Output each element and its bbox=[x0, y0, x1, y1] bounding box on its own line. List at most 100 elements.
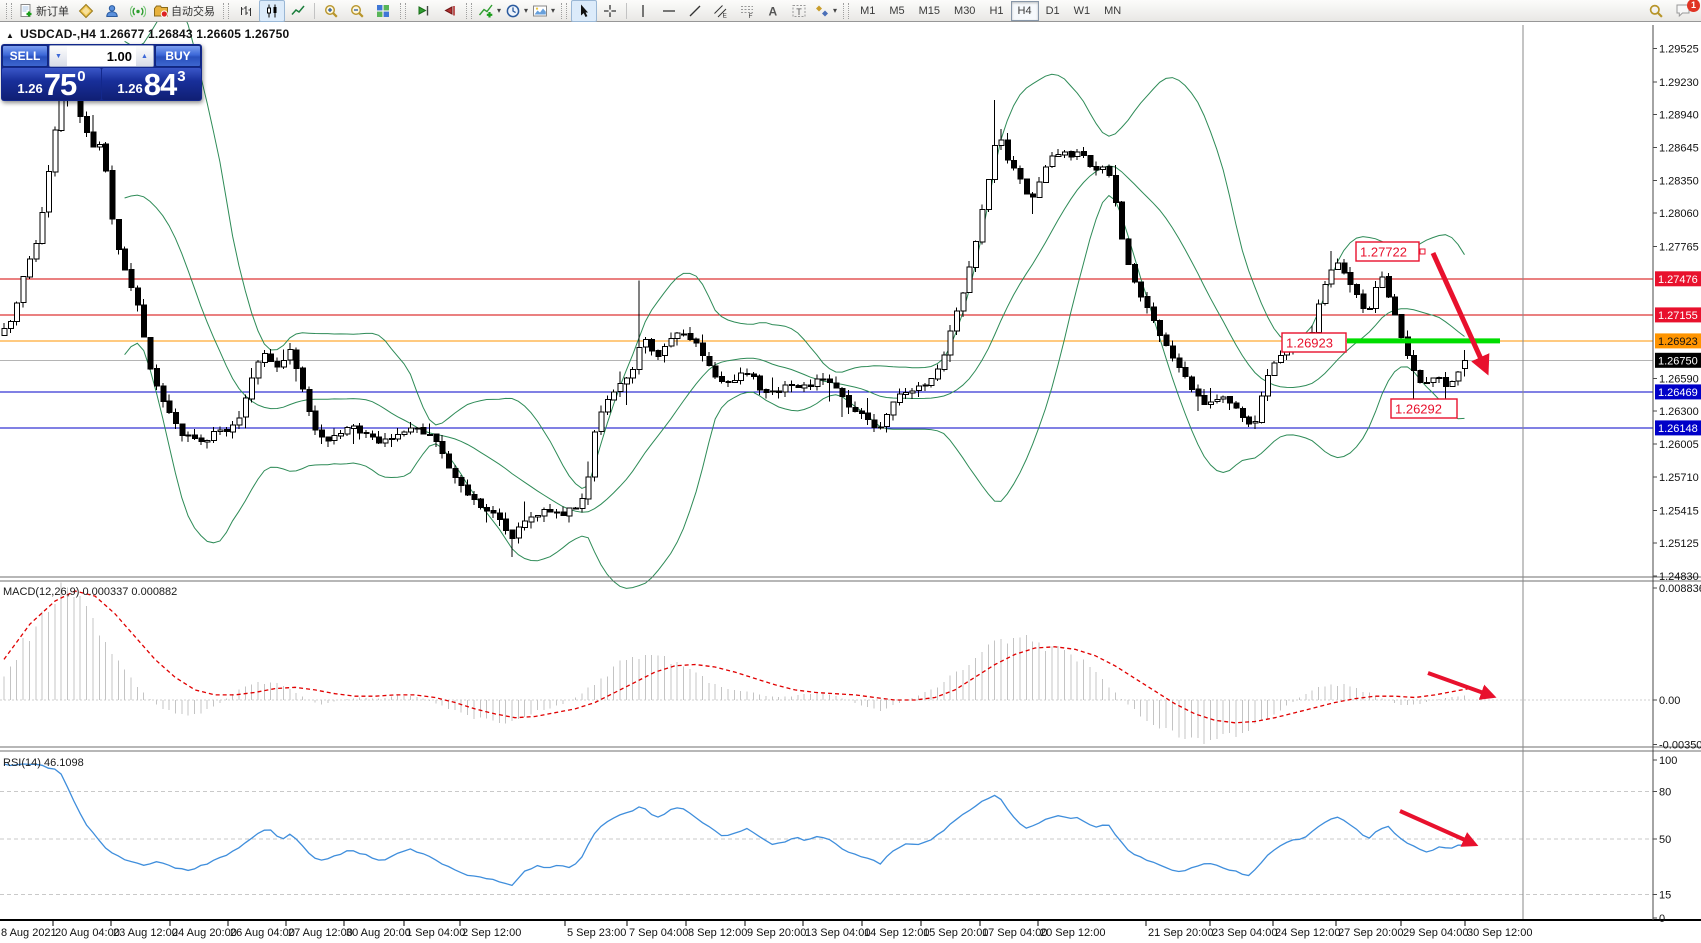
svg-text:T: T bbox=[796, 6, 802, 16]
autotrading-icon bbox=[153, 3, 169, 19]
line-chart-button[interactable] bbox=[285, 0, 311, 22]
templates-button[interactable]: ▾ bbox=[530, 0, 557, 22]
community-button[interactable] bbox=[99, 0, 125, 22]
level-price-badge: 1.27476 bbox=[1655, 271, 1701, 287]
toolbar-grip[interactable] bbox=[6, 2, 12, 19]
zoom-out-button[interactable] bbox=[344, 0, 370, 22]
text-label-button[interactable]: T bbox=[786, 0, 812, 22]
zoom-in-icon bbox=[323, 3, 339, 19]
price-annotation-label[interactable]: 1.26923 bbox=[1281, 332, 1347, 353]
zoom-in-button[interactable] bbox=[318, 0, 344, 22]
chart-ohlc-readout: ▲ USDCAD-,H4 1.26677 1.26843 1.26605 1.2… bbox=[6, 27, 289, 41]
tile-windows-button[interactable] bbox=[370, 0, 396, 22]
svg-text:29 Sep 04:00: 29 Sep 04:00 bbox=[1403, 927, 1468, 939]
svg-text:1.26469: 1.26469 bbox=[1658, 387, 1698, 399]
sell-button[interactable]: SELL bbox=[2, 45, 48, 67]
signals-button[interactable] bbox=[125, 0, 151, 22]
cursor-button[interactable] bbox=[571, 0, 598, 22]
svg-text:8 Aug 2021: 8 Aug 2021 bbox=[1, 927, 57, 939]
horizontal-line-button[interactable] bbox=[656, 0, 682, 22]
metaeditor-button[interactable] bbox=[73, 0, 99, 22]
svg-text:1.26923: 1.26923 bbox=[1658, 336, 1698, 348]
price-annotation-label[interactable]: 1.26292 bbox=[1390, 398, 1458, 419]
toolbar-grip[interactable] bbox=[466, 2, 472, 19]
notifications-button[interactable]: 1 bbox=[1675, 0, 1700, 20]
periods-button[interactable]: ▾ bbox=[503, 0, 530, 22]
toolbar-grip[interactable] bbox=[843, 2, 850, 19]
bar-chart-button[interactable] bbox=[233, 0, 259, 22]
price-axis[interactable]: 1.29525 1.29230 1.28940 1.28645 1.28350 1.280… bbox=[1653, 44, 1701, 925]
trend-arrow-rsi[interactable] bbox=[1399, 809, 1479, 847]
timeframe-button-h1[interactable]: H1 bbox=[989, 4, 1004, 17]
svg-text:1.27155: 1.27155 bbox=[1658, 310, 1698, 322]
crosshair-button[interactable] bbox=[597, 0, 623, 22]
toolbar-grip[interactable] bbox=[223, 2, 229, 19]
current-price-badge: 1.26750 bbox=[1655, 352, 1701, 368]
toolbar-separator bbox=[314, 2, 315, 19]
search-button[interactable] bbox=[1643, 0, 1669, 22]
signals-icon bbox=[130, 3, 146, 19]
zoom-out-icon bbox=[349, 3, 365, 19]
svg-text:30 Sep 12:00: 30 Sep 12:00 bbox=[1467, 927, 1532, 939]
timeframe-button-h4[interactable]: H4 bbox=[1010, 0, 1039, 21]
price-annotation-label[interactable]: 1.27722 bbox=[1355, 241, 1426, 262]
level-price-badge: 1.26148 bbox=[1655, 420, 1701, 436]
timeframe-button-m15[interactable]: M15 bbox=[918, 4, 941, 17]
svg-text:1.26590: 1.26590 bbox=[1659, 373, 1699, 385]
timeframe-button-mn[interactable]: MN bbox=[1104, 4, 1122, 17]
candlestick-button[interactable] bbox=[259, 0, 285, 22]
svg-text:1.29230: 1.29230 bbox=[1659, 77, 1699, 89]
svg-text:27 Aug 12:00: 27 Aug 12:00 bbox=[288, 927, 353, 939]
svg-text:A: A bbox=[769, 4, 778, 18]
template-icon bbox=[532, 3, 548, 19]
svg-text:8 Sep 12:00: 8 Sep 12:00 bbox=[688, 927, 747, 939]
timeframe-button-w1[interactable]: W1 bbox=[1073, 4, 1091, 17]
trend-arrow-macd[interactable] bbox=[1427, 671, 1497, 700]
svg-text:13 Sep 04:00: 13 Sep 04:00 bbox=[805, 927, 870, 939]
macd-pane: MACD(12,26,9) 0.000337 0.000882 bbox=[0, 582, 1653, 744]
toolbar-grip[interactable] bbox=[400, 2, 406, 19]
svg-text:1.28645: 1.28645 bbox=[1659, 143, 1699, 155]
indicators-button[interactable]: ▾ bbox=[476, 0, 503, 22]
chevron-down-icon: ▾ bbox=[524, 6, 529, 15]
text-button[interactable]: A bbox=[760, 0, 786, 22]
autotrading-button[interactable]: 自动交易 bbox=[151, 0, 219, 22]
buy-button[interactable]: BUY bbox=[155, 45, 201, 67]
svg-text:1.26300: 1.26300 bbox=[1659, 406, 1699, 418]
search-icon bbox=[1648, 3, 1664, 19]
arrows-button[interactable]: ▾ bbox=[812, 0, 839, 22]
new-order-button-label: 新订单 bbox=[36, 5, 69, 18]
arrows-icon bbox=[814, 3, 830, 19]
timeframe-button-m5[interactable]: M5 bbox=[889, 4, 905, 17]
svg-text:50: 50 bbox=[1659, 834, 1671, 846]
timeframe-button-m1[interactable]: M1 bbox=[860, 4, 876, 17]
volume-decrease-button[interactable]: ▼ bbox=[50, 46, 67, 66]
trendline-button[interactable] bbox=[682, 0, 708, 22]
toolbar-grip[interactable] bbox=[561, 2, 568, 19]
trend-arrow-main[interactable] bbox=[1430, 251, 1490, 376]
chevron-down-icon: ▾ bbox=[551, 6, 556, 15]
volume-input[interactable] bbox=[67, 47, 136, 65]
svg-text:23 Aug 12:00: 23 Aug 12:00 bbox=[113, 927, 178, 939]
timeframe-button-m30[interactable]: M30 bbox=[954, 4, 976, 17]
buy-price[interactable]: 1.26 84 3 bbox=[102, 68, 201, 100]
auto-scroll-button[interactable] bbox=[410, 0, 436, 22]
svg-text:1.26923: 1.26923 bbox=[1286, 336, 1333, 351]
volume-increase-button[interactable]: ▲ bbox=[136, 46, 153, 66]
channel-button[interactable]: E bbox=[708, 0, 734, 22]
svg-text:1.26005: 1.26005 bbox=[1659, 439, 1699, 451]
svg-text:30 Aug 20:00: 30 Aug 20:00 bbox=[346, 927, 411, 939]
svg-text:2 Sep 12:00: 2 Sep 12:00 bbox=[462, 927, 521, 939]
vertical-line-button[interactable] bbox=[630, 0, 656, 22]
timeframe-button-d1[interactable]: D1 bbox=[1045, 4, 1060, 17]
chart-shift-button[interactable] bbox=[436, 0, 462, 22]
svg-text:-0.003509: -0.003509 bbox=[1659, 740, 1701, 752]
new-order-button[interactable]: 新订单 bbox=[16, 0, 73, 22]
clock-icon bbox=[505, 3, 521, 19]
cursor-icon bbox=[576, 3, 592, 19]
fibonacci-button[interactable]: F bbox=[734, 0, 760, 22]
sell-price[interactable]: 1.26 75 0 bbox=[2, 68, 101, 100]
svg-text:9 Sep 20:00: 9 Sep 20:00 bbox=[747, 927, 806, 939]
